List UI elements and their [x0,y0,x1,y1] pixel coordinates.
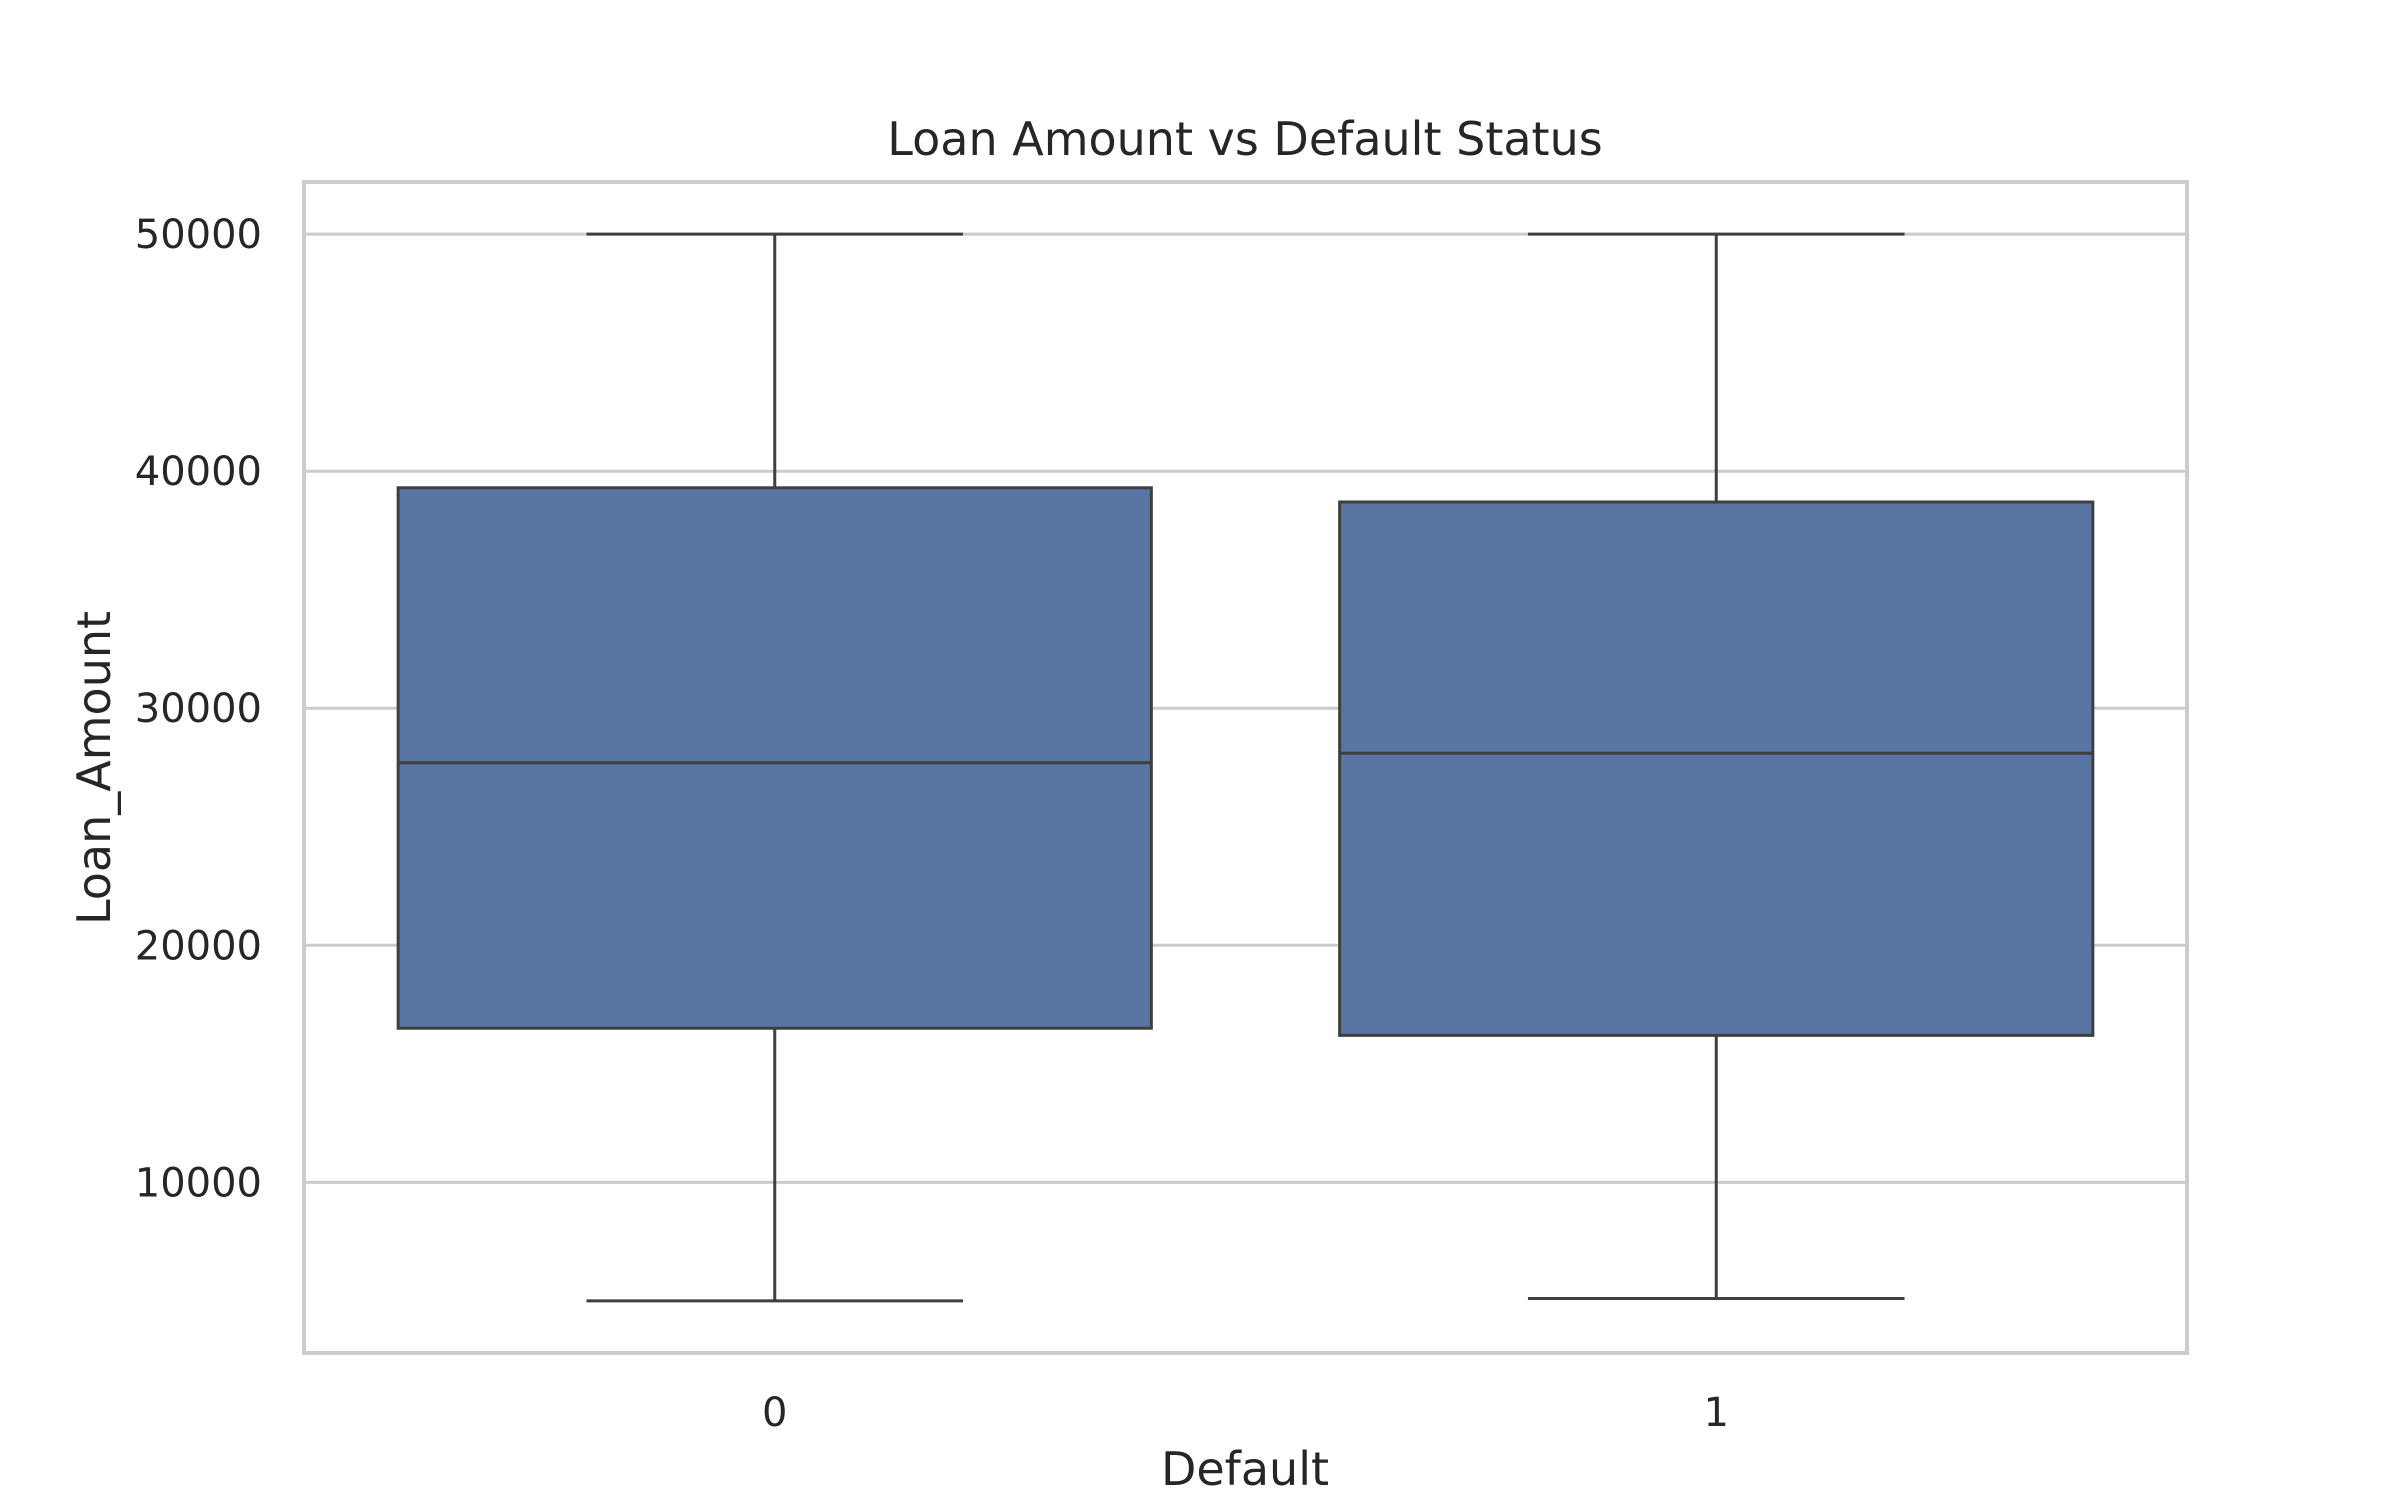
y-axis-label: Loan_Amount [67,611,121,925]
iqr-box [1338,500,2095,1037]
chart-title: Loan Amount vs Default Status [887,112,1602,166]
x-axis-label: Default [1161,1442,1329,1496]
y-tick-label: 30000 [135,686,262,732]
y-tick-label: 20000 [135,923,262,969]
y-tick-label: 40000 [135,449,262,495]
y-tick-labels: 10000 20000 30000 40000 50000 [135,212,262,1206]
y-tick-label: 50000 [135,212,262,258]
box-group-0 [396,232,1153,1303]
box-group-1 [1338,232,2095,1300]
x-tick-label: 1 [1704,1390,1729,1436]
y-tick-label: 10000 [135,1160,262,1206]
x-tick-label: 0 [762,1390,787,1436]
plot-frame [302,180,2189,1355]
box-series [396,232,2095,1303]
iqr-box [396,486,1153,1030]
